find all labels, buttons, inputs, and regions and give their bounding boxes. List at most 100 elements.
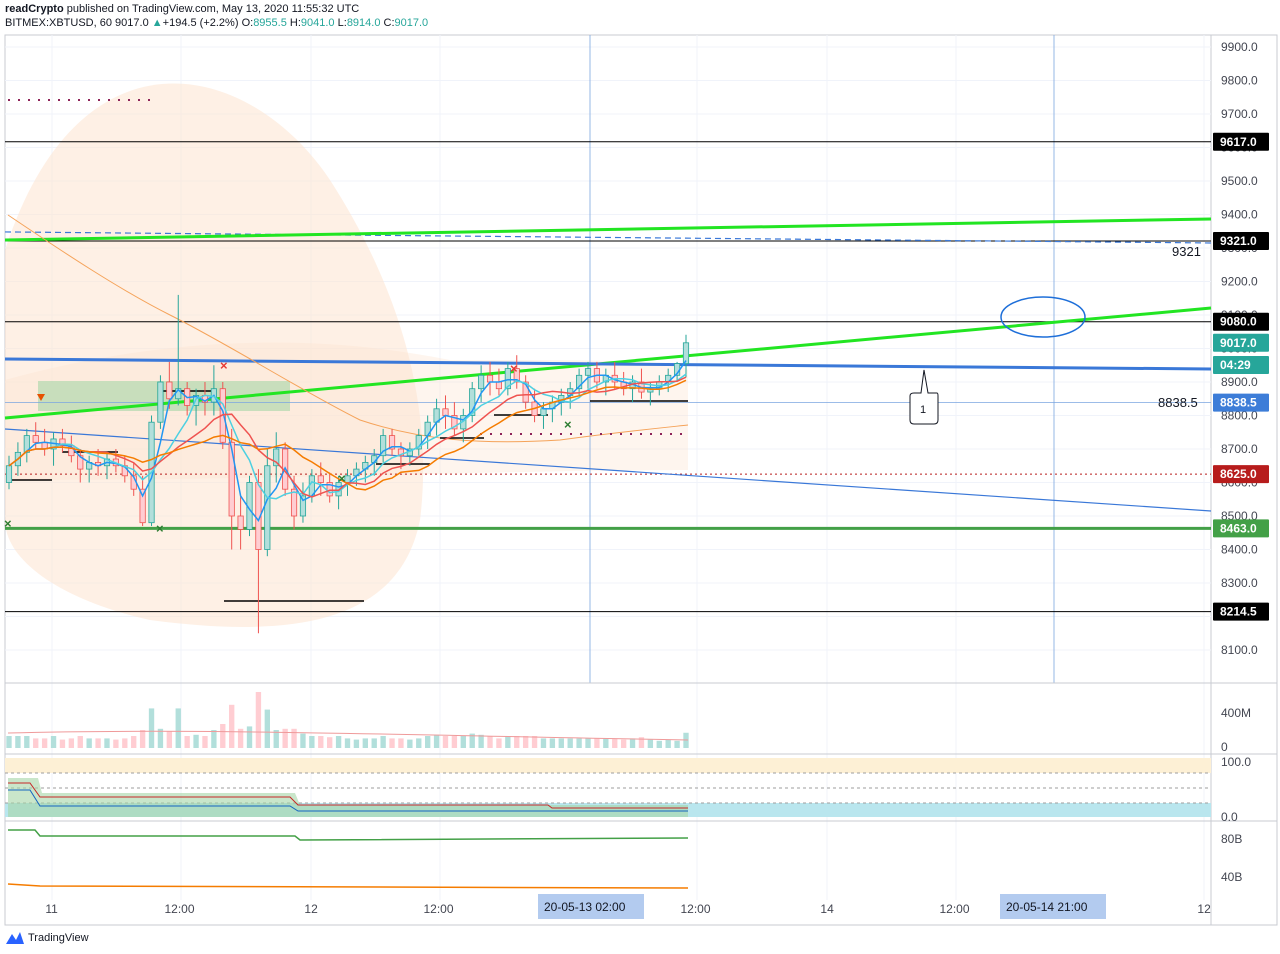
price-tick-label: 9700.0 bbox=[1221, 107, 1258, 121]
volume-bar bbox=[398, 738, 404, 748]
volume-bar bbox=[122, 738, 128, 748]
candle-body bbox=[478, 374, 485, 390]
time-tick-label: 12:00 bbox=[940, 902, 970, 916]
price-badge bbox=[1213, 602, 1269, 621]
tradingview-logo[interactable]: TradingView bbox=[6, 932, 89, 944]
volume-bar bbox=[620, 739, 627, 748]
candle-body bbox=[139, 488, 146, 524]
callout-bubble bbox=[909, 369, 939, 425]
price-tick-label: 9200.0 bbox=[1221, 275, 1258, 289]
candle-body bbox=[157, 381, 164, 423]
price-badge-label: 9321.0 bbox=[1220, 234, 1257, 248]
candle-body bbox=[486, 374, 494, 383]
volume-bar bbox=[638, 737, 645, 748]
volume-bar bbox=[567, 738, 573, 748]
volume-bar bbox=[139, 730, 146, 748]
candle-body bbox=[264, 465, 271, 550]
candle-body bbox=[576, 374, 583, 390]
candle-body bbox=[317, 475, 324, 483]
level-9321-label: 9321 bbox=[1172, 244, 1201, 259]
volume-bar bbox=[95, 738, 101, 748]
level-8838-label: 8838.5 bbox=[1158, 395, 1198, 410]
volume-bar bbox=[273, 730, 279, 748]
time-tick-label: 12:00 bbox=[424, 902, 454, 916]
oscillator-pane bbox=[5, 758, 1211, 817]
osc-blue-line bbox=[8, 789, 688, 812]
volume-bar bbox=[549, 738, 556, 748]
volume-bar bbox=[104, 738, 110, 748]
volume-bar bbox=[300, 733, 306, 748]
price-tick-label: 9900.0 bbox=[1221, 40, 1258, 54]
volume-bar bbox=[291, 728, 297, 748]
volume-profile-cloud bbox=[5, 83, 424, 627]
volume-bar bbox=[647, 739, 654, 748]
volume-bar bbox=[113, 739, 119, 748]
volume-bar bbox=[184, 736, 190, 748]
volume-bar bbox=[594, 738, 600, 748]
time-tick-label: 12 bbox=[304, 902, 318, 916]
volume-bar bbox=[380, 736, 386, 748]
volume-bar bbox=[33, 738, 39, 748]
signal-marker: × bbox=[564, 417, 572, 432]
open-value: 8955.5 bbox=[253, 17, 287, 29]
callout-label: 1 bbox=[920, 404, 926, 416]
osc-tick-label: 0.0 bbox=[1221, 810, 1238, 824]
volume-bar bbox=[327, 737, 333, 748]
volume-bar bbox=[424, 736, 431, 748]
volume-bar bbox=[318, 736, 324, 748]
volume-bar bbox=[131, 736, 137, 748]
volume-bar bbox=[407, 739, 413, 748]
price-badge bbox=[1213, 333, 1269, 352]
overbought-band bbox=[5, 758, 1211, 773]
author-name[interactable]: readCrypto bbox=[5, 3, 64, 15]
cyan-ma-line bbox=[8, 373, 687, 500]
volume-bar bbox=[41, 738, 48, 748]
orange-ma-line bbox=[8, 379, 687, 491]
volume-bar bbox=[469, 733, 475, 748]
lower-tick-label: 40B bbox=[1221, 870, 1242, 884]
price-tick-label: 8400.0 bbox=[1221, 543, 1258, 557]
low-label: L: bbox=[337, 17, 347, 29]
volume-bar bbox=[229, 704, 235, 748]
volume-bar bbox=[674, 740, 680, 748]
blue-resistance-line bbox=[4, 357, 1212, 371]
chart-header: readCrypto published on TradingView.com,… bbox=[0, 0, 1280, 34]
signal-marker: × bbox=[4, 516, 12, 531]
candle-body bbox=[23, 435, 30, 453]
price-badge bbox=[1213, 356, 1269, 374]
candle-body bbox=[228, 441, 235, 517]
candle-body bbox=[584, 368, 592, 376]
volume-bar bbox=[264, 709, 271, 748]
volume-bar bbox=[59, 739, 66, 748]
volume-bar bbox=[496, 738, 502, 748]
volume-bar bbox=[202, 736, 208, 748]
volume-bar bbox=[220, 724, 226, 748]
candle-body bbox=[442, 408, 449, 416]
volume-bar bbox=[522, 736, 529, 748]
volume-bar bbox=[460, 736, 466, 748]
volume-bar bbox=[612, 738, 618, 748]
volume-tick-label: 400M bbox=[1221, 706, 1251, 720]
high-value: 9041.0 bbox=[300, 17, 335, 29]
symbol-label: BITMEX:XBTUSD, 60 bbox=[5, 17, 112, 29]
volume-bar bbox=[478, 734, 484, 748]
price-badge-label: 04:29 bbox=[1220, 358, 1251, 372]
candle-body bbox=[682, 342, 690, 364]
volume-bar bbox=[24, 736, 30, 748]
low-value: 8914.0 bbox=[346, 17, 381, 29]
volume-bar bbox=[237, 728, 244, 748]
time-highlight-label: 20-05-14 21:00 bbox=[1006, 900, 1088, 914]
price-badge bbox=[1213, 519, 1269, 538]
price-badge-label: 9017.0 bbox=[1220, 336, 1257, 350]
candle-body bbox=[5, 465, 13, 483]
volume-bar bbox=[540, 738, 547, 748]
candle-body bbox=[299, 495, 307, 517]
volume-bar bbox=[514, 736, 520, 748]
candle-body bbox=[504, 368, 511, 390]
volume-pane bbox=[6, 692, 689, 748]
open-label: O: bbox=[241, 17, 254, 29]
volume-bar bbox=[255, 692, 262, 748]
price-badge bbox=[1213, 393, 1269, 412]
candle-body bbox=[237, 515, 244, 530]
